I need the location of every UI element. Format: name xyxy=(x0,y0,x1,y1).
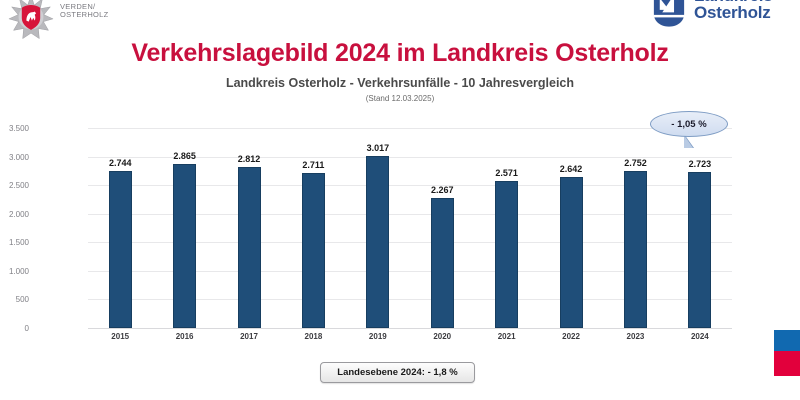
chart-bars: 2.744 2.865 2.812 2.711 3.017 2.267 2.571 2.642… xyxy=(88,128,732,328)
bar-value-label: 2.571 xyxy=(495,168,518,179)
landkreis-logo-text: Landkreis Osterholz xyxy=(694,0,773,22)
police-logo-text: POLIZEIINSPEKTION VERDEN/ OSTERHOLZ xyxy=(60,0,150,20)
x-axis-tick-label: 2022 xyxy=(562,332,580,341)
chart-bar-group[interactable]: 2.711 xyxy=(281,128,345,328)
gridline xyxy=(88,328,732,329)
chart-bar[interactable] xyxy=(495,181,519,328)
y-axis-tick-label: 2.500 xyxy=(8,181,29,191)
y-axis-tick-label: 0 xyxy=(24,324,29,333)
bar-value-label: 2.752 xyxy=(624,157,647,168)
x-axis-tick-label: 2024 xyxy=(690,332,709,341)
edge-block-red xyxy=(774,351,800,376)
bar-value-label: 3.017 xyxy=(366,142,390,153)
edge-block-blue xyxy=(774,330,800,351)
y-axis-tick-label: 1.500 xyxy=(8,238,29,248)
bar-value-label: 2.723 xyxy=(688,159,712,170)
chart-bar[interactable] xyxy=(108,171,132,328)
chart-bar-group[interactable]: 2.865 xyxy=(152,128,216,328)
x-axis-tick-label: 2018 xyxy=(304,332,323,341)
chart-x-axis: 2015 2016 2017 2018 2019 2020 2021 2022 2023 2024 xyxy=(88,332,732,348)
x-axis-tick-label: 2023 xyxy=(626,332,645,341)
y-axis-tick-label: 1.000 xyxy=(8,266,29,276)
y-axis-tick-label: 3.000 xyxy=(8,152,29,162)
callout-bubble: - 1,05 % xyxy=(650,111,728,137)
landesebene-badge-label: Landesebene 2024: - 1,8 % xyxy=(337,367,458,378)
x-axis-tick-label: 2017 xyxy=(240,332,258,341)
chart-bar[interactable] xyxy=(559,177,583,328)
x-axis-tick-label: 2015 xyxy=(111,332,130,341)
chart-bar[interactable] xyxy=(237,167,261,328)
bar-value-label: 2.744 xyxy=(108,158,132,169)
police-logo-line3: OSTERHOLZ xyxy=(60,10,109,20)
chart-bar[interactable] xyxy=(688,172,712,328)
chart-plot-area: 0 500 1.000 1.500 2.000 2.500 3.000 3.500 2.744… xyxy=(9,124,732,333)
chart-bar[interactable] xyxy=(430,198,454,328)
police-star-icon xyxy=(8,0,54,40)
chart-bar-group[interactable]: 2.642 xyxy=(539,128,603,328)
landesebene-badge[interactable]: Landesebene 2024: - 1,8 % xyxy=(320,362,475,383)
police-logo-line2: VERDEN/ xyxy=(60,1,96,11)
landkreis-boat-icon xyxy=(653,0,685,27)
x-axis-tick-label: 2020 xyxy=(433,332,452,341)
bar-value-label: 2.642 xyxy=(559,164,583,175)
gridline xyxy=(88,299,732,301)
chart-bar-group[interactable]: 2.812 xyxy=(217,128,281,328)
gridline xyxy=(88,213,732,215)
x-axis-tick-label: 2021 xyxy=(497,332,516,341)
chart-bar-group[interactable]: 2.571 xyxy=(474,128,538,328)
chart-bar-group[interactable]: 2.267 xyxy=(410,128,474,328)
landkreis-logo-line2: Osterholz xyxy=(694,3,771,23)
chart-bar-group[interactable]: 3.017 xyxy=(346,128,410,328)
chart-bar[interactable] xyxy=(623,170,647,328)
gridline xyxy=(88,156,732,158)
page-subtitle: Landkreis Osterholz - Verkehrsunfälle - … xyxy=(225,76,575,90)
bar-chart: 0 500 1.000 1.500 2.000 2.500 3.000 3.500 2.744… xyxy=(9,122,740,341)
x-axis-tick-label: 2016 xyxy=(175,332,194,341)
landkreis-logo-line1: Landkreis xyxy=(694,0,773,4)
chart-bar[interactable] xyxy=(301,173,325,328)
gridline xyxy=(88,242,732,244)
chart-bar-group[interactable]: 2.744 xyxy=(88,128,152,328)
edge-color-blocks xyxy=(774,330,800,376)
bar-value-label: 2.711 xyxy=(302,160,325,171)
y-axis-tick-label: 500 xyxy=(15,295,29,305)
x-axis-tick-label: 2019 xyxy=(368,332,387,341)
change-callout: - 1,05 % xyxy=(650,111,728,148)
y-axis-tick-label: 2.000 xyxy=(8,209,29,219)
gridline xyxy=(88,128,732,129)
y-axis-tick-label: 3.500 xyxy=(8,124,29,133)
police-logo-line1: POLIZEIINSPEKTION xyxy=(60,0,150,3)
page-stand-date: (Stand 12.03.2025) xyxy=(365,94,435,103)
bar-value-label: 2.865 xyxy=(173,151,196,162)
bar-value-label: 2.267 xyxy=(430,185,454,196)
landkreis-logo: Landkreis Osterholz xyxy=(642,0,792,32)
chart-bar-group[interactable]: 2.723 xyxy=(668,128,732,328)
callout-tail xyxy=(684,135,696,148)
bar-value-label: 2.812 xyxy=(237,154,261,165)
gridline xyxy=(88,185,732,187)
callout-label: - 1,05 % xyxy=(671,118,707,130)
chart-bar[interactable] xyxy=(366,155,390,328)
chart-bar[interactable] xyxy=(173,164,197,328)
chart-bar-group[interactable]: 2.752 xyxy=(603,128,667,328)
page-title: Verkehrslagebild 2024 im Landkreis Oster… xyxy=(131,39,669,67)
gridline xyxy=(88,270,732,272)
police-logo: POLIZEIINSPEKTION VERDEN/ OSTERHOLZ xyxy=(8,0,148,42)
